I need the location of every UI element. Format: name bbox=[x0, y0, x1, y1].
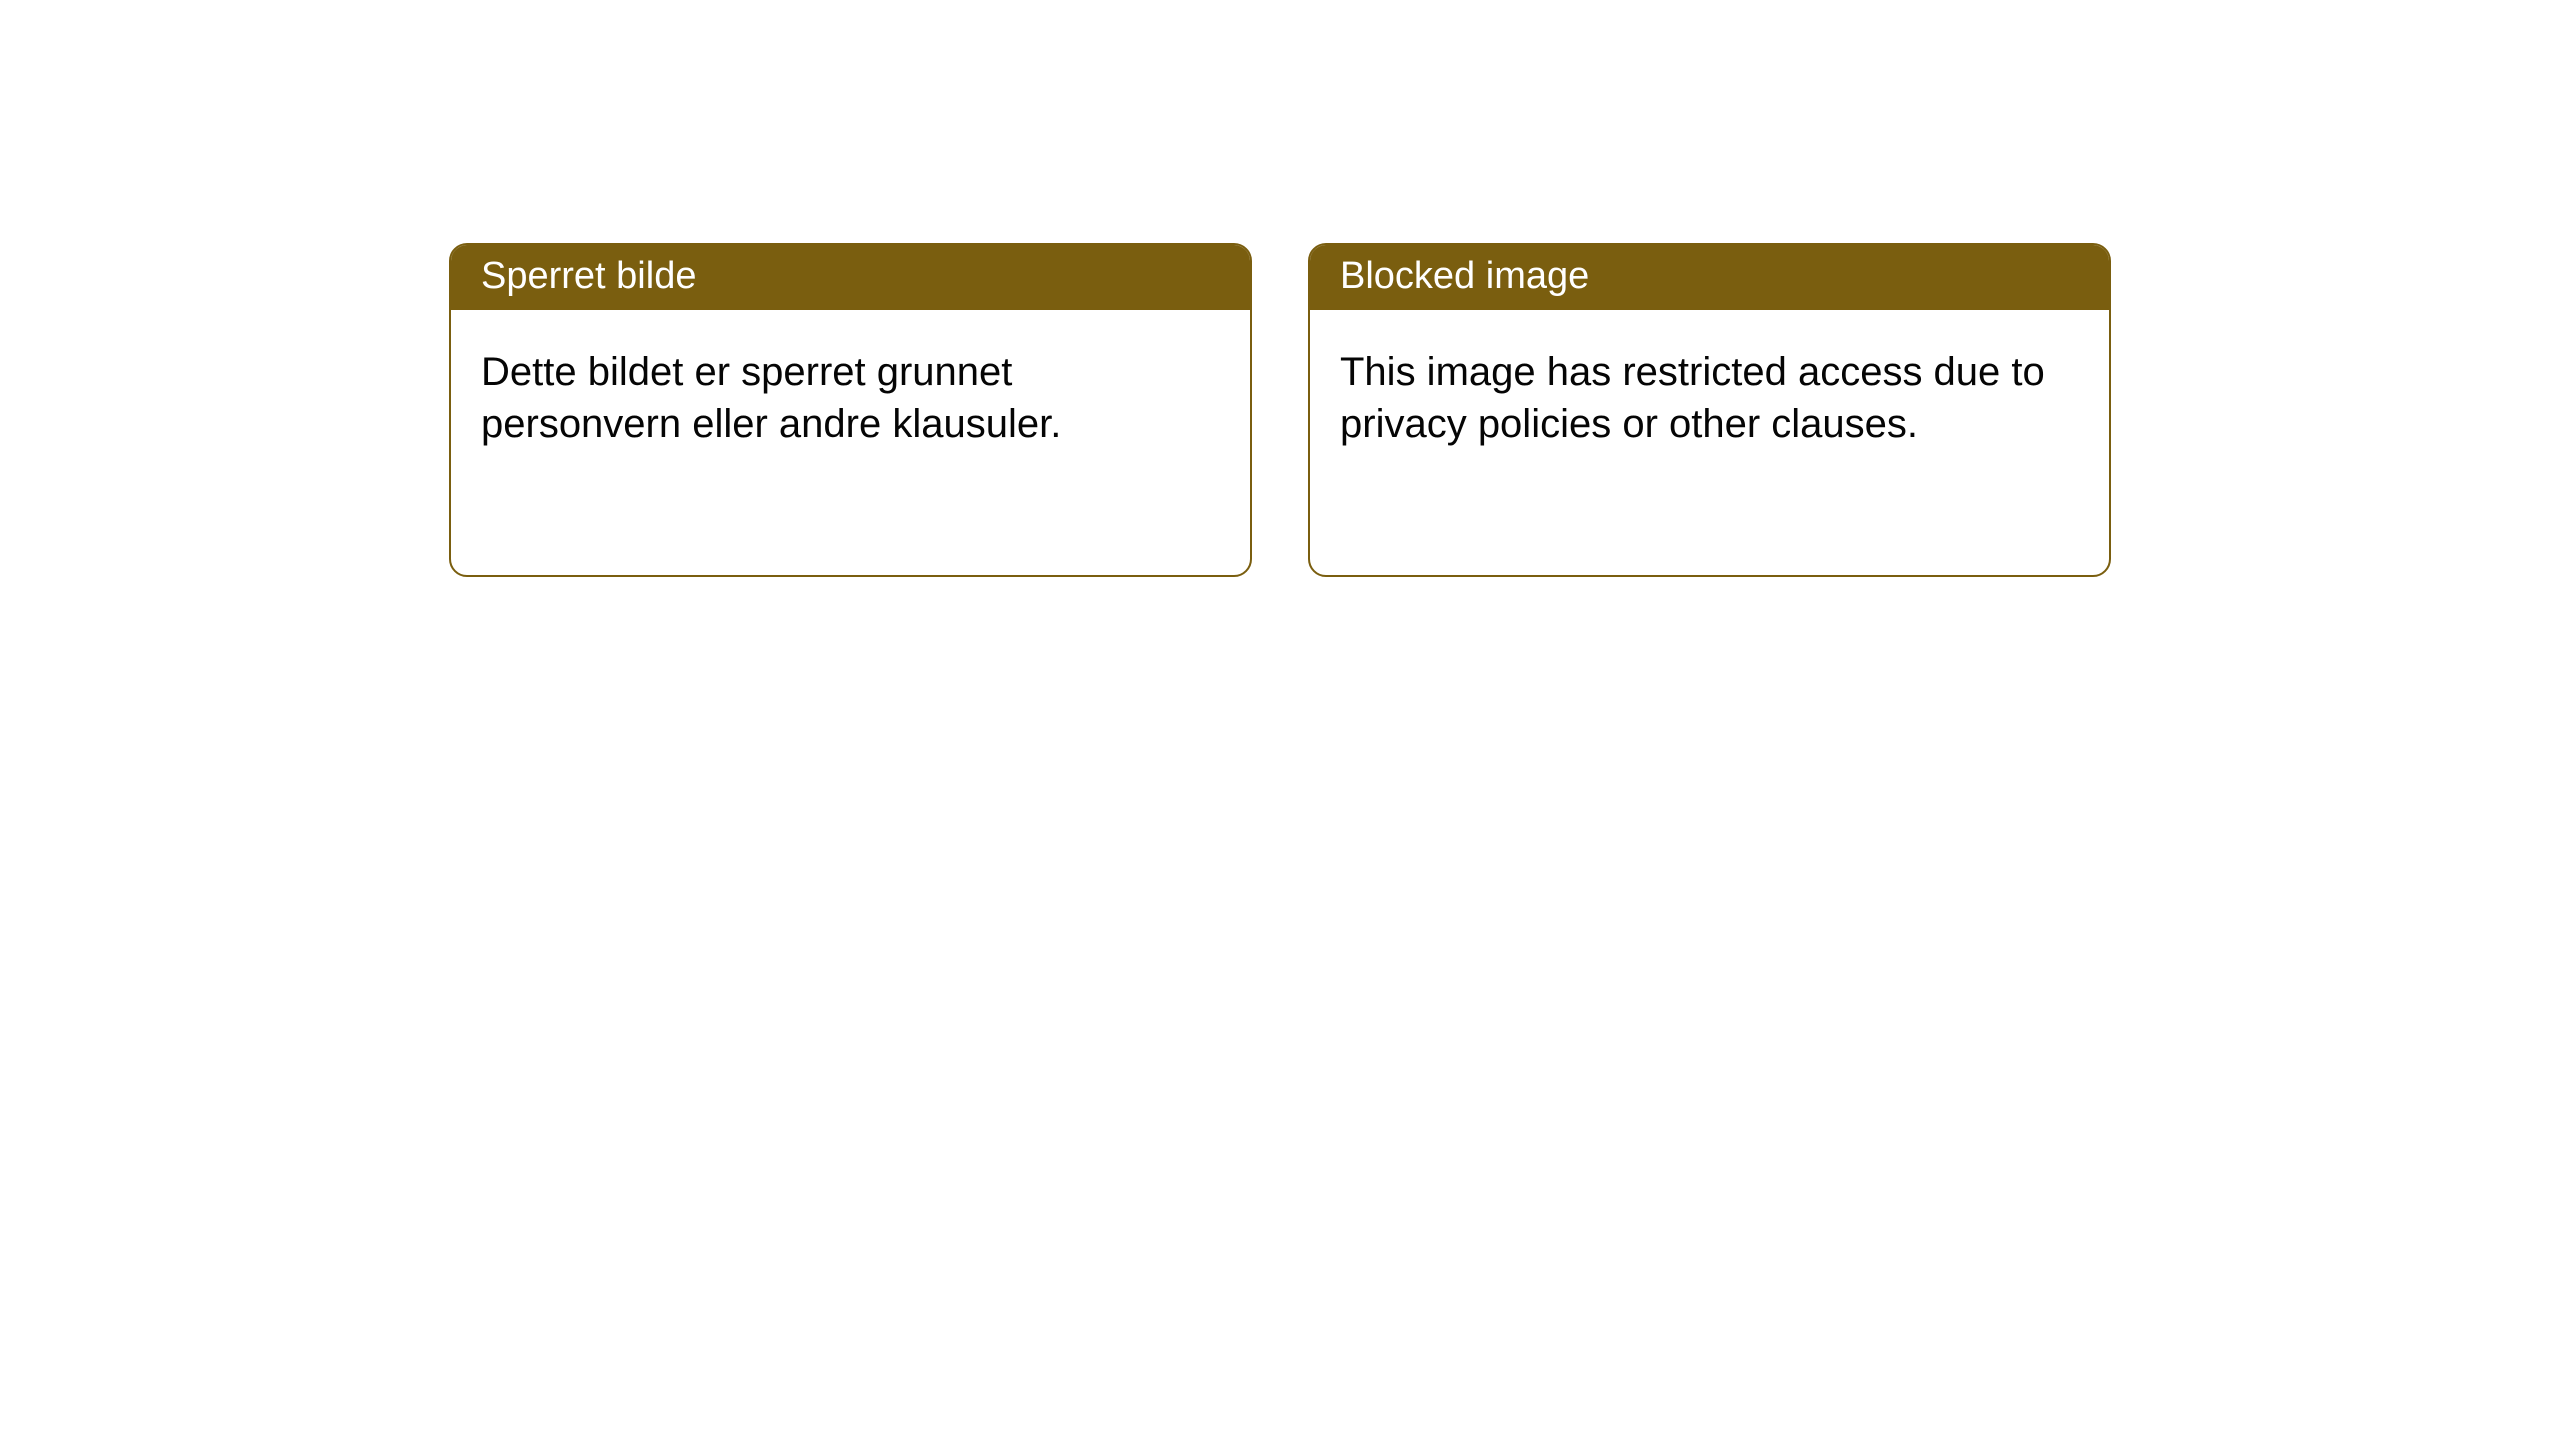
notice-container: Sperret bilde Dette bildet er sperret gr… bbox=[0, 0, 2560, 577]
notice-body: This image has restricted access due to … bbox=[1310, 310, 2109, 486]
notice-card-english: Blocked image This image has restricted … bbox=[1308, 243, 2111, 577]
notice-card-norwegian: Sperret bilde Dette bildet er sperret gr… bbox=[449, 243, 1252, 577]
notice-title: Blocked image bbox=[1310, 245, 2109, 310]
notice-title: Sperret bilde bbox=[451, 245, 1250, 310]
notice-body: Dette bildet er sperret grunnet personve… bbox=[451, 310, 1250, 486]
